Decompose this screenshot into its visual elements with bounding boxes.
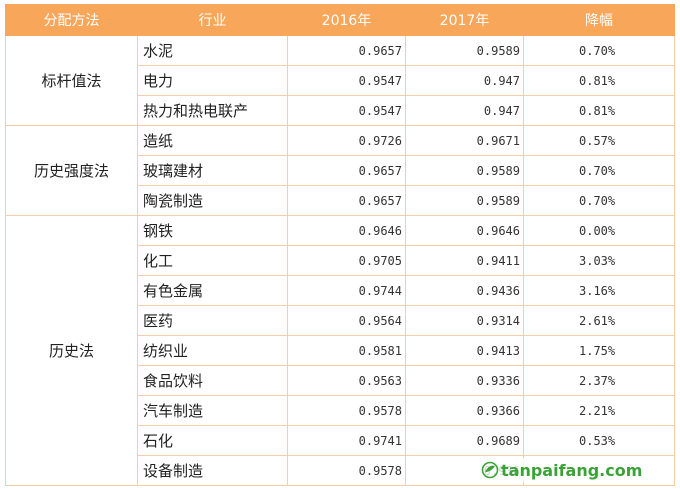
drop-cell: 0.81% — [523, 95, 675, 126]
industry-cell: 钢铁 — [137, 215, 288, 246]
value-2016-cell: 0.9547 — [287, 65, 406, 96]
value-2017-cell: 0.9366 — [405, 395, 524, 426]
value-2016-cell: 0.9646 — [287, 215, 406, 246]
value-2017-cell: 0.9314 — [405, 305, 524, 336]
drop-cell: 1.75% — [523, 335, 675, 366]
value-2016-cell: 0.9564 — [287, 305, 406, 336]
value-2017-cell: 0.9589 — [405, 185, 524, 216]
value-2017-cell: 0.947 — [405, 95, 524, 126]
drop-cell: 3.03% — [523, 245, 675, 276]
value-2016-cell: 0.9657 — [287, 155, 406, 186]
table-row: 历史强度法 造纸 0.9726 0.9671 0.57% — [5, 125, 675, 216]
value-2017-cell: 0.9411 — [405, 245, 524, 276]
header-industry: 行业 — [137, 4, 288, 36]
table-body: 标杆值法 水泥 0.9657 0.9589 0.70% 电力 0.9547 0.947 0.81… — [5, 35, 675, 486]
leaf-globe-icon — [481, 461, 499, 479]
drop-cell: 0.70% — [523, 35, 675, 66]
industry-cell: 纺织业 — [137, 335, 288, 366]
industry-cell: 石化 — [137, 425, 288, 456]
header-2016: 2016年 — [287, 4, 406, 36]
industry-cell: 造纸 — [137, 125, 288, 156]
drop-cell: 3.16% — [523, 275, 675, 306]
industry-cell: 热力和热电联产 — [137, 95, 288, 126]
value-2016-cell: 0.9578 — [287, 455, 406, 486]
drop-cell: 0.53% — [523, 425, 675, 456]
industry-cell: 汽车制造 — [137, 395, 288, 426]
table-row: 医药 0.9564 0.9314 2.61% — [6, 305, 675, 336]
allocation-table: 分配方法 行业 2016年 2017年 降幅 标杆值法 水泥 0.9657 0.958… — [5, 4, 675, 486]
industry-cell: 有色金属 — [137, 275, 288, 306]
table-row: 玻璃建材 0.9657 0.9589 0.70% — [6, 155, 675, 186]
table-row: 石化 0.9741 0.9689 0.53% — [6, 425, 675, 456]
value-2017-cell: 0.9336 — [405, 365, 524, 396]
value-2017-cell: 0.9646 — [405, 215, 524, 246]
header-2017: 2017年 — [405, 4, 524, 36]
value-2017-cell: 0.9689 — [405, 425, 524, 456]
header-row: 分配方法 行业 2016年 2017年 降幅 — [5, 4, 675, 36]
value-2016-cell: 0.9744 — [287, 275, 406, 306]
drop-cell: 2.61% — [523, 305, 675, 336]
table-row: 标杆值法 水泥 0.9657 0.9589 0.70% — [5, 35, 675, 126]
drop-cell: 0.70% — [523, 185, 675, 216]
value-2017-cell: 0.9413 — [405, 335, 524, 366]
industry-cell: 食品饮料 — [137, 365, 288, 396]
drop-cell: 0.57% — [523, 125, 675, 156]
value-2017-cell: 0.947 — [405, 65, 524, 96]
value-2017-cell: 0.9671 — [405, 125, 524, 156]
drop-cell: 0.70% — [523, 155, 675, 186]
industry-cell: 化工 — [137, 245, 288, 276]
drop-cell: 2.37% — [523, 365, 675, 396]
value-2016-cell: 0.9657 — [287, 35, 406, 66]
industry-cell: 电力 — [137, 65, 288, 96]
value-2017-cell: 0.9436 — [405, 275, 524, 306]
table-row: 热力和热电联产 0.9547 0.947 0.81% — [6, 95, 675, 126]
value-2016-cell: 0.9657 — [287, 185, 406, 216]
industry-cell: 玻璃建材 — [137, 155, 288, 186]
method-cell: 历史强度法 — [5, 125, 138, 216]
value-2016-cell: 0.9741 — [287, 425, 406, 456]
table-row: 有色金属 0.9744 0.9436 3.16% — [6, 275, 675, 306]
value-2016-cell: 0.9578 — [287, 395, 406, 426]
header-method: 分配方法 — [5, 4, 138, 36]
drop-cell: 2.21% — [523, 395, 675, 426]
method-cell: 标杆值法 — [5, 35, 138, 126]
value-2016-cell: 0.9563 — [287, 365, 406, 396]
watermark-text: tanpaifang.com — [501, 460, 643, 480]
table-row: 陶瓷制造 0.9657 0.9589 0.70% — [6, 185, 675, 216]
value-2016-cell: 0.9581 — [287, 335, 406, 366]
table-row: 历史法 钢铁 0.9646 0.9646 0.00% — [5, 215, 675, 486]
industry-cell: 设备制造 — [137, 455, 288, 486]
table-row: 化工 0.9705 0.9411 3.03% — [6, 245, 675, 276]
method-cell: 历史法 — [5, 215, 138, 486]
watermark-logo: tanpaifang.com — [481, 458, 647, 482]
drop-cell: 0.81% — [523, 65, 675, 96]
table-row: 纺织业 0.9581 0.9413 1.75% — [6, 335, 675, 366]
header-drop: 降幅 — [523, 4, 675, 36]
value-2016-cell: 0.9547 — [287, 95, 406, 126]
industry-cell: 水泥 — [137, 35, 288, 66]
drop-cell: 0.00% — [523, 215, 675, 246]
value-2017-cell: 0.9589 — [405, 155, 524, 186]
value-2016-cell: 0.9705 — [287, 245, 406, 276]
table-row: 电力 0.9547 0.947 0.81% — [6, 65, 675, 96]
industry-cell: 陶瓷制造 — [137, 185, 288, 216]
value-2017-cell: 0.9589 — [405, 35, 524, 66]
value-2016-cell: 0.9726 — [287, 125, 406, 156]
industry-cell: 医药 — [137, 305, 288, 336]
